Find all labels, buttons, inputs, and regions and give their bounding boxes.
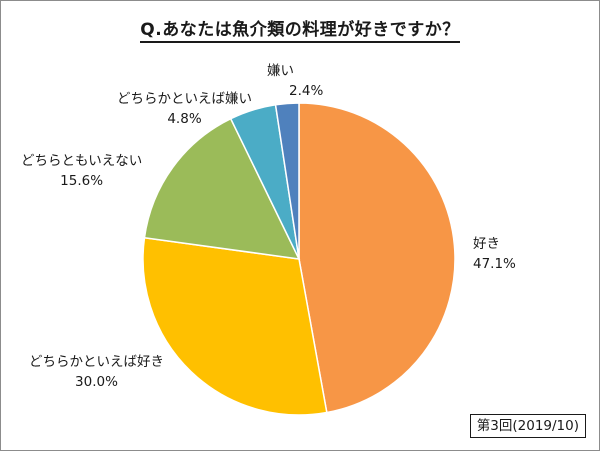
slice-label-somewhat-dislike-name: どちらかといえば嫌い — [117, 91, 252, 107]
slice-label-somewhat-like-value: 30.0% — [75, 374, 118, 390]
slice-label-dislike: 嫌い 2.4% — [267, 61, 323, 101]
chart-title-text: Q.あなたは魚介類の料理が好きですか？ — [140, 20, 460, 43]
slice-label-like: 好き 47.1% — [473, 234, 516, 274]
slice-label-neither-name: どちらともいえない — [21, 153, 143, 169]
pie-slice-dislike — [274, 102, 300, 260]
survey-round-note: 第3回(2019/10) — [469, 414, 586, 438]
slice-label-somewhat-dislike: どちらかといえば嫌い 4.8% — [117, 89, 252, 129]
pie-slices — [142, 102, 456, 416]
pie-slice-neither — [143, 117, 301, 260]
slice-label-somewhat-dislike-value: 4.8% — [167, 111, 202, 127]
chart-title: Q.あなたは魚介類の料理が好きですか？ — [1, 15, 599, 43]
slice-label-somewhat-like: どちらかといえば好き 30.0% — [29, 352, 164, 392]
slice-label-somewhat-like-name: どちらかといえば好き — [29, 354, 164, 370]
slice-label-like-value: 47.1% — [473, 256, 516, 272]
slice-label-neither: どちらともいえない 15.6% — [21, 151, 142, 191]
pie-slice-somewhat-like — [142, 236, 328, 416]
slice-label-dislike-value: 2.4% — [289, 83, 324, 99]
slice-label-dislike-name: 嫌い — [267, 63, 294, 79]
slice-label-neither-value: 15.6% — [60, 173, 104, 189]
pie-slice-like — [298, 102, 456, 414]
slice-label-like-name: 好き — [473, 236, 500, 252]
